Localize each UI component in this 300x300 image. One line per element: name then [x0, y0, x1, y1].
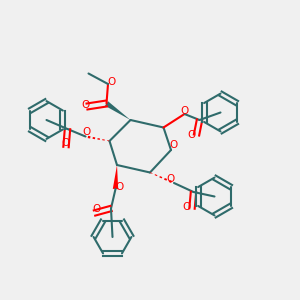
Polygon shape — [105, 101, 130, 120]
Text: O: O — [167, 174, 175, 184]
Polygon shape — [113, 165, 118, 189]
Text: O: O — [182, 202, 191, 212]
Text: O: O — [61, 137, 70, 148]
Text: O: O — [107, 76, 115, 87]
Text: O: O — [81, 100, 90, 110]
Text: O: O — [82, 127, 91, 137]
Text: O: O — [170, 140, 178, 151]
Text: O: O — [188, 130, 196, 140]
Text: O: O — [180, 106, 189, 116]
Text: O: O — [92, 203, 101, 214]
Text: O: O — [116, 182, 124, 193]
